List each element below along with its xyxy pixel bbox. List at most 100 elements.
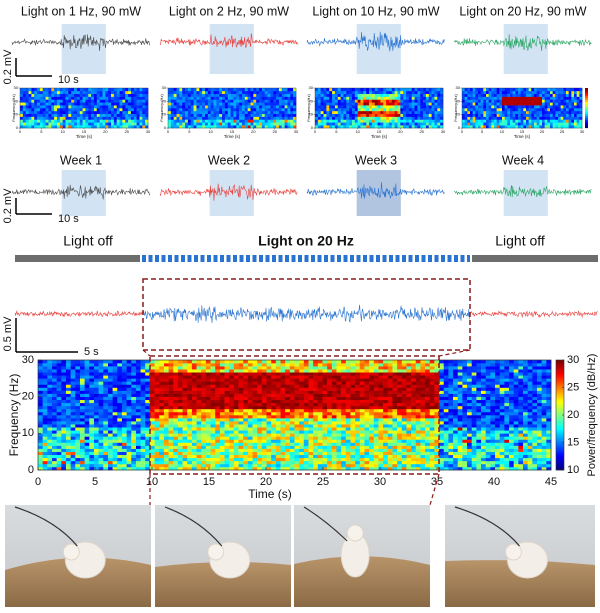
spectrogram-cell [163,466,169,471]
spectrogram-cell [126,390,132,394]
spectrogram-cell [140,375,146,379]
spectrogram-cell [213,108,217,112]
x-tick-label: 5 [188,129,191,134]
spectrogram-cell [366,110,370,115]
spectrogram-cell [434,102,438,106]
spectrogram-cell [99,96,103,100]
spectrogram-cell [534,90,537,95]
spectrogram-cell [483,105,487,109]
spectrogram-cell [56,116,61,120]
spectrogram-cell [257,411,263,416]
spectrogram-cell [243,451,249,456]
spectrogram-cell [470,93,473,97]
spectrogram-cell [531,93,535,97]
spectrogram-cell [229,445,235,449]
spectrogram-cell [354,116,358,120]
spectrogram-cell [267,125,271,129]
spectrogram-cell [336,454,342,459]
spectrogram-cell [51,457,57,462]
spectrogram-cell [79,466,85,471]
spectrogram-cell [224,99,229,103]
spectrogram-cell [278,96,283,100]
spectrogram-cell [126,466,132,471]
spectrogram-cell [320,122,324,126]
spectrogram-cell [185,90,189,95]
spectrogram-cell [313,448,319,452]
spectrogram-cell [229,411,235,416]
spectrogram-cell [61,427,67,431]
spectrogram-cell [371,110,376,115]
spectrogram-cell [111,116,115,120]
spectrogram-cell [93,421,99,425]
spectrogram-cell [388,105,393,109]
spectrogram-cell [526,102,529,106]
spectrogram-cell [140,402,146,407]
spectrogram-cell [56,445,62,449]
spectrogram-cell [531,99,535,103]
spectrogram-cell [550,96,553,100]
spectrogram-cell [284,96,288,100]
spectrogram-cell [574,113,577,117]
spectrogram-cell [380,113,384,117]
spectrogram-cell [142,99,146,103]
spectrogram-cell [79,448,85,452]
spectrogram-cell [135,402,141,407]
spectrogram-cell [215,405,221,410]
spectrogram-cell [555,88,559,92]
spectrogram-cell [411,116,415,120]
spectrogram-cell [354,90,358,95]
spectrogram-cell [61,381,67,385]
spectrogram-cell [62,122,66,126]
spectrogram-cell [494,116,497,120]
spectrogram-cell [331,451,337,456]
spectrogram-cell [253,116,257,120]
spectrogram-cell [103,384,109,388]
spectrogram-cell [238,384,244,388]
y-tick-label: 30 [14,85,19,90]
spectrogram-cell [37,113,41,117]
spectrogram-cell [261,363,267,367]
spectrogram-cell [42,442,48,446]
spectrogram-cell [103,402,109,407]
spectrogram-cell [39,93,44,97]
spectrogram-cell [510,110,513,115]
x-tick-label: 25 [272,129,277,134]
spectrogram-cell [107,454,113,459]
spectrogram-cell [119,119,123,123]
spectrogram-cell [566,96,569,100]
spectrogram-cell [224,88,229,92]
spectrogram-cell [182,381,188,385]
spectrogram-cell [346,113,350,117]
spectrogram-cell [89,396,95,401]
spectrogram-cell [84,445,90,449]
spectrogram-cell [507,102,511,106]
spectrogram-cell [499,88,503,92]
spectrogram-cell [45,113,49,117]
spectrogram-cell [238,399,244,404]
spectrogram-cell [185,99,189,103]
spectrogram-cell [154,433,160,437]
spectrogram-cell [126,463,132,468]
spectrogram-cell [126,442,132,446]
spectrogram-cell [247,387,253,391]
spectrogram-cell [507,119,511,123]
spectrogram-cell [351,96,356,100]
spectrogram-cell [135,372,141,376]
spectrogram-cell [243,457,249,462]
spectrogram-cell [386,113,390,117]
spectrogram-cell [520,119,524,123]
spectrogram-cell [271,439,277,443]
spectrogram-cell [472,108,476,112]
spectrogram-cell [190,88,194,92]
spectrogram-cell [20,88,24,92]
spectrogram-cell [494,93,497,97]
spectrogram-cell [38,436,43,440]
spectrogram-cell [229,384,235,388]
spectrogram-cell [238,411,244,416]
spectrogram-cell [93,387,99,391]
spectrogram-cell [68,93,72,97]
spectrogram-cell [280,454,286,459]
spectrogram-cell [303,454,309,459]
spectrogram-cell [253,122,257,126]
spectrogram-cell [340,108,344,112]
